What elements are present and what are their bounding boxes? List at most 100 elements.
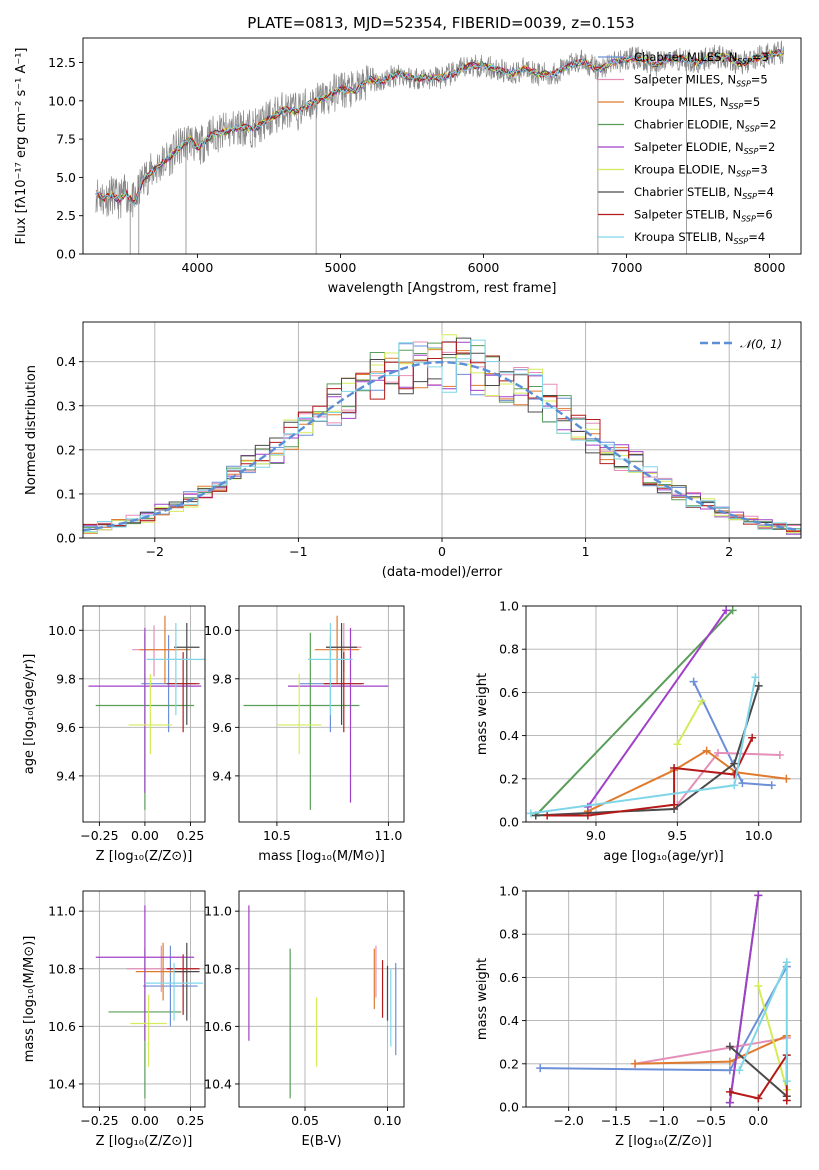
x-tick-label: 0.25 [177,828,205,843]
y-tick-label: 0.6 [499,685,519,700]
y-tick-label: 10.4 [204,1076,232,1091]
weight-marker-chabrier-miles [725,1066,734,1075]
y-axis-label: Normed distribution [24,365,39,495]
x-tick-label: −0.5 [696,1113,726,1128]
model-fit-line-kroupa-stelib [95,48,783,206]
x-tick-label: 10.0 [745,828,773,843]
weight-marker-salpeter-stelib [583,811,592,820]
x-tick-label: −0.25 [80,1113,118,1128]
weight-line-chabrier-stelib [535,685,760,817]
weight-marker-kroupa-elodie [673,740,682,749]
x-tick-label: 9.5 [667,828,687,843]
figure-title: PLATE=0813, MJD=52354, FIBERID=0039, z=0… [247,14,634,32]
y-tick-label: 9.4 [56,768,76,783]
y-tick-label: 10.0 [204,623,232,638]
y-tick-label: 11.0 [204,904,232,919]
weight-marker-kroupa-miles [782,774,791,783]
weight-marker-salpeter-miles [714,748,723,757]
weight-marker-salpeter-miles [775,751,784,760]
y-tick-label: 10.8 [204,961,232,976]
weight-line-chabrier-stelib [729,1045,788,1097]
histogram-kroupa-stelib [83,339,801,535]
weight-marker-salpeter-elodie [725,1098,734,1107]
x-tick-label: 0.0 [748,1113,768,1128]
y-tick-label: 10.6 [204,1019,232,1034]
y-tick-label: 10.0 [48,623,76,638]
weight-line-salpeter-stelib [547,737,754,817]
y-tick-label: 10.0 [48,93,76,108]
legend-entry-kroupa-elodie: Kroupa ELODIE, NSSP=3 [634,163,768,179]
x-tick-label: 1 [582,544,590,559]
panel-mass_vs_Z: −0.25 0.00 0.25 10.4 10.6 10.8 11.0 Z [log₁₀(Z/… [22,890,206,1149]
x-tick-label: 0 [438,544,446,559]
legend-entry-chabrier-stelib: Chabrier STELIB, NSSP=4 [634,185,774,201]
y-tick-label: 0.0 [56,247,76,262]
y-tick-label: 10.4 [48,1076,76,1091]
y-tick-label: 0.0 [499,815,519,830]
panel-residuals: −2 −1 0 1 2 0.0 0.1 0.2 0.3 0.4 (data-model)/error… [24,321,802,580]
y-tick-label: 9.8 [212,671,232,686]
y-tick-label: 0.4 [56,354,76,369]
y-tick-label: 0.8 [499,642,519,657]
y-tick-label: 0.1 [56,486,76,501]
weight-marker-kroupa-miles [631,1059,640,1068]
panel-weight_vs_Z: −2.0 −1.5 −1.0 −0.5 0.0 0.0 0.2 0.4 0.6 0.8 1.0 Z [… [475,884,802,1149]
panel-mass_vs_ebv: 0.05 0.10 10.4 10.6 10.8 11.0 E(B-V) [204,890,405,1149]
y-tick-label: 0.2 [56,442,76,457]
weight-marker-chabrier-miles [738,779,747,788]
axes-frame [82,890,206,1108]
x-tick-label: 6000 [468,260,500,275]
weight-marker-kroupa-elodie [697,697,706,706]
x-tick-label: 7000 [611,260,643,275]
legend-entry-normal: 𝒩(0, 1) [740,337,782,351]
axes-frame [525,890,802,1108]
panel-spectrum: 4000 5000 6000 7000 8000 0.0 2.5 5.0 7.5 10.0 12.5… [14,37,802,296]
y-tick-label: 0.6 [499,970,519,985]
y-tick-label: 9.6 [56,720,76,735]
legend-entry-chabrier-miles: Chabrier MILES, NSSP=3 [634,50,769,66]
weight-marker-chabrier-miles [767,781,776,790]
weight-marker-salpeter-stelib [670,764,679,772]
x-tick-label: 2 [725,544,733,559]
y-tick-label: 2.5 [56,208,76,223]
weight-line-kroupa-elodie [676,700,703,745]
y-tick-label: 7.5 [56,132,76,147]
x-tick-label: 0.00 [131,828,159,843]
x-axis-label: mass [log₁₀(M/M⊙)] [258,849,385,864]
model-fit-line-salpeter-stelib [95,49,783,203]
y-tick-label: 0.8 [499,927,519,942]
legend-entry-salpeter-stelib: Salpeter STELIB, NSSP=6 [634,208,773,224]
y-tick-label: 0.2 [499,1056,519,1071]
x-axis-label: Z [log₁₀(Z/Z⊙)] [96,849,193,864]
axes-frame [525,605,802,823]
x-axis-label: (data-model)/error [382,565,503,580]
weight-marker-kroupa-elodie [754,982,763,991]
y-tick-label: 1.0 [499,599,519,614]
x-axis-label: age [log₁₀(age/yr)] [603,849,724,864]
x-axis-label: Z [log₁₀(Z/Z⊙)] [615,1134,712,1149]
axes-frame [238,605,405,823]
y-tick-label: 1.0 [499,884,519,899]
panel-weight_vs_age: 9.0 9.5 10.0 0.0 0.2 0.4 0.6 0.8 1.0 age [log₁₀(a… [475,599,802,864]
axes-frame [238,890,405,1108]
x-tick-label: 0.05 [291,1113,319,1128]
weight-marker-salpeter-stelib [725,1087,734,1096]
x-axis-label: wavelength [Angstrom, rest frame] [328,281,557,296]
weight-marker-salpeter-stelib [748,733,757,742]
y-tick-label: 0.3 [56,398,76,413]
y-tick-label: 12.5 [48,55,76,70]
x-tick-label: −1 [289,544,307,559]
y-tick-label: 9.4 [212,768,232,783]
weight-marker-salpeter-stelib [543,811,552,820]
axes-frame [82,605,206,823]
x-tick-label: −1.5 [601,1113,631,1128]
weight-marker-chabrier-stelib [725,1042,734,1051]
y-tick-label: 10.8 [48,961,76,976]
y-tick-label: 9.6 [212,720,232,735]
x-tick-label: 8000 [754,260,786,275]
x-tick-label: 5000 [325,260,357,275]
x-tick-label: 11.0 [374,828,402,843]
y-axis-label: mass weight [475,958,490,1040]
x-tick-label: 9.0 [586,828,606,843]
